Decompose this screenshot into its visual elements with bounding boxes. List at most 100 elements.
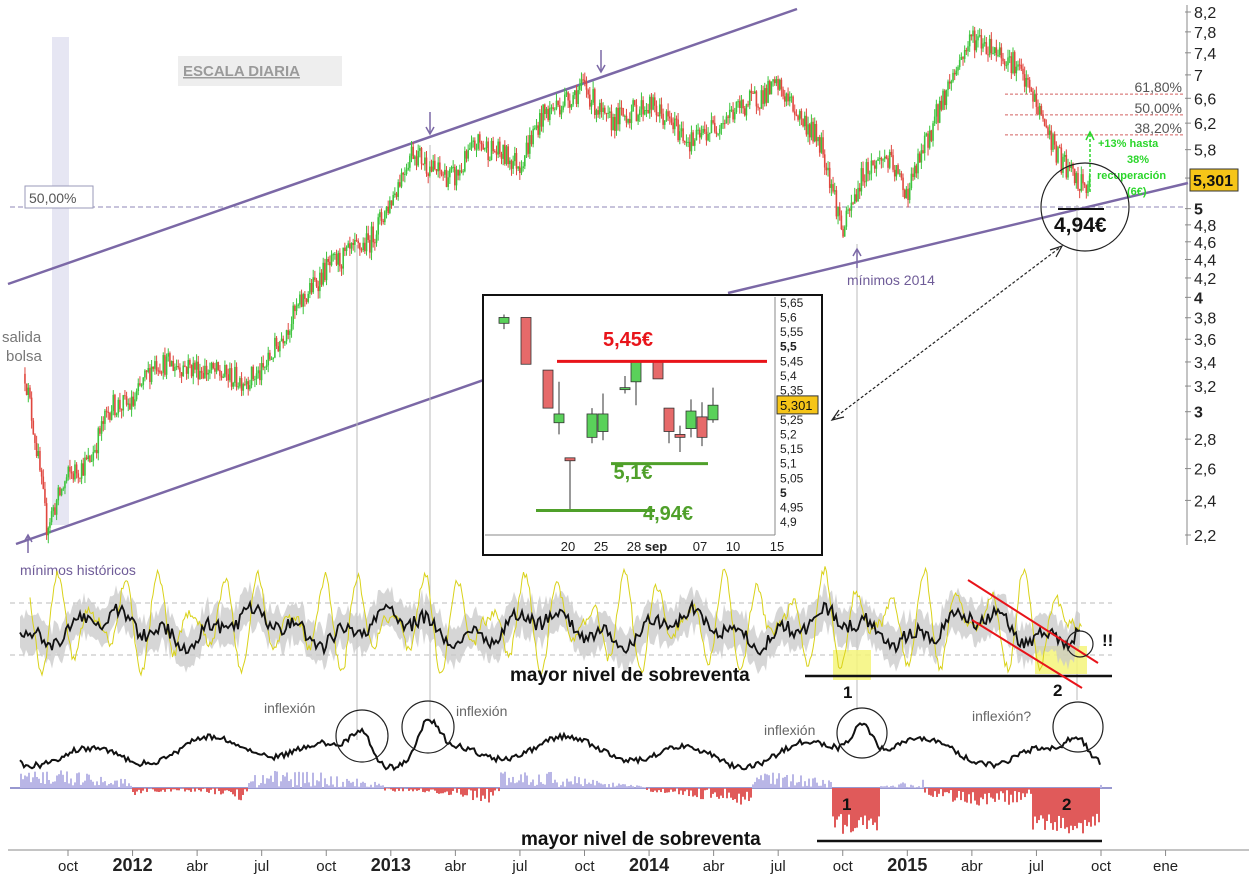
price-candle-body: [653, 97, 656, 106]
price-candle-body: [340, 266, 343, 269]
price-candle-body: [302, 294, 305, 307]
histogram-bar-negative: [960, 788, 962, 801]
x-tick-label: oct: [1091, 858, 1112, 875]
price-candle-body: [365, 233, 368, 252]
histogram-bar-negative: [1090, 788, 1092, 827]
inset-candle-body: [619, 387, 631, 391]
histogram-bar-negative: [1064, 788, 1066, 829]
price-candle-body: [797, 115, 799, 120]
price-candle-body: [1027, 77, 1029, 80]
histogram-bar-positive: [382, 785, 384, 788]
price-candle-body: [750, 90, 753, 93]
price-candle-body: [117, 399, 120, 414]
histogram-bar-negative: [672, 788, 674, 792]
histogram-bar-negative: [218, 788, 220, 791]
inset-y-tick-label: 4,95: [780, 501, 804, 515]
price-candle-body: [259, 370, 261, 381]
price-candle-body: [170, 361, 173, 367]
y-tick-label: 2,2: [1194, 528, 1216, 545]
histogram-bar-positive: [830, 781, 832, 788]
histogram-bar-negative: [716, 788, 718, 797]
price-candle-body: [763, 88, 766, 104]
price-candle-body: [660, 104, 663, 114]
price-candle-body: [570, 104, 573, 108]
last-price-value: 5,301: [1193, 173, 1233, 190]
histogram-bar-negative: [1050, 788, 1052, 824]
price-candle-body: [1048, 130, 1051, 135]
histogram-bar-positive: [514, 783, 516, 788]
price-candle-body: [432, 160, 434, 172]
histogram-bar-positive: [274, 770, 276, 788]
y-tick-label: 4,8: [1194, 218, 1216, 235]
histogram-bar-negative: [736, 788, 738, 803]
price-candle-body: [1055, 144, 1058, 163]
histogram-bar-negative: [744, 788, 746, 800]
histogram-bar-negative: [202, 788, 204, 789]
price-candle-body: [867, 162, 869, 174]
price-candle-body: [957, 67, 959, 71]
price-candle-body: [519, 166, 521, 173]
price-candle-body: [97, 428, 100, 454]
histogram-bar-positive: [922, 779, 924, 788]
price-candle-body: [892, 155, 894, 170]
price-candle-body: [320, 272, 323, 285]
price-candle-body: [760, 90, 763, 109]
histogram-bar-positive: [540, 782, 542, 788]
histogram-bar-positive: [108, 783, 110, 788]
price-candle-body: [115, 413, 118, 416]
histogram-bar-positive: [602, 784, 604, 788]
histogram-bar-positive: [28, 772, 30, 788]
fibonacci-levels: 61,80% 50,00% 38,20%: [1005, 79, 1183, 136]
histogram-bar-negative: [840, 788, 842, 815]
price-candle-body: [783, 96, 786, 102]
histogram-bar-positive: [890, 786, 892, 788]
price-candle-body: [1000, 47, 1003, 59]
price-candle-body: [107, 411, 110, 413]
price-candle-body: [514, 153, 516, 162]
price-candle-body: [573, 90, 576, 96]
histogram-bar-positive: [608, 784, 610, 788]
price-candle-body: [818, 137, 821, 153]
histogram-bar-positive: [618, 783, 620, 788]
price-candle-body: [872, 160, 874, 166]
price-candle-body: [109, 412, 111, 420]
histogram-bar-positive: [620, 784, 622, 788]
histogram-bar-positive: [354, 786, 356, 788]
price-candle-body: [968, 34, 971, 47]
histogram-bar-negative: [1072, 788, 1074, 831]
price-candle-body: [370, 226, 373, 253]
price-candle-body: [285, 330, 288, 342]
price-candle-body: [229, 368, 231, 381]
histogram-bar-positive: [70, 778, 72, 788]
histogram-bar-positive: [326, 784, 328, 788]
histogram-bar-negative: [966, 788, 968, 803]
histogram-bar-negative: [170, 788, 172, 792]
price-candle-body: [197, 361, 200, 380]
histogram-bar-positive: [42, 772, 44, 788]
title-box: [178, 56, 342, 86]
histogram-bar-positive: [800, 775, 802, 788]
price-candle-body: [605, 112, 608, 114]
histogram-bar-negative: [412, 788, 414, 792]
histogram-bar-positive: [98, 785, 100, 788]
x-tick-label: 2014: [629, 855, 669, 875]
histogram-bar-positive: [786, 774, 788, 788]
histogram-bar-negative: [1034, 788, 1036, 817]
histogram-bar-positive: [504, 771, 506, 788]
price-candle-body: [159, 370, 161, 373]
price-candle-body: [79, 477, 81, 479]
price-candle-body: [417, 150, 419, 166]
histogram-bar-negative: [154, 788, 156, 792]
price-candle-body: [480, 142, 483, 145]
inset-candle-body: [520, 317, 532, 365]
price-candle-body: [162, 355, 165, 373]
histogram-mark-1: 1: [842, 795, 851, 814]
histogram-bar-negative: [242, 788, 244, 795]
price-candle-body: [325, 258, 328, 281]
histogram-bar-positive: [44, 783, 46, 788]
price-candle-body: [435, 169, 438, 172]
inset-candle-body: [564, 457, 576, 462]
inset-x-tick-label: 28: [627, 539, 641, 554]
price-candle-body: [520, 167, 523, 173]
price-candle-body: [74, 464, 76, 480]
